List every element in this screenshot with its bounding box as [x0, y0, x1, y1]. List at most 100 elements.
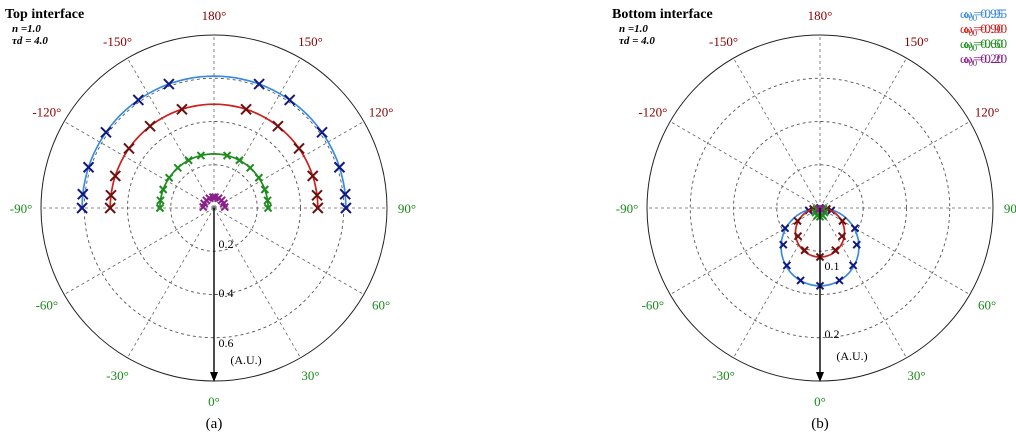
parameter-label: n =1.0 — [619, 23, 648, 35]
angle-label: 30° — [301, 368, 319, 383]
angle-label: 120° — [369, 105, 394, 120]
data-point — [339, 188, 351, 200]
data-point — [155, 203, 165, 213]
parameter-label: n =1.0 — [12, 23, 41, 35]
data-point — [260, 185, 270, 194]
data-point — [340, 202, 352, 214]
grid-spoke — [669, 121, 821, 209]
data-point — [312, 202, 324, 214]
data-point — [208, 193, 218, 202]
series-curve — [81, 75, 347, 209]
angle-label: -120° — [32, 105, 61, 120]
parameter-label: τd = 4.0 — [12, 35, 48, 47]
legend-entry: ω0=0.20 — [964, 51, 1007, 68]
data-point — [837, 231, 847, 241]
data-point — [158, 185, 168, 194]
data-point — [164, 173, 174, 182]
legend-entry: ω0=0.95 — [960, 6, 1003, 23]
series-omega-0.9 — [104, 103, 324, 214]
data-point — [848, 261, 858, 270]
angle-label: 90° — [398, 201, 416, 216]
grid-spoke — [733, 57, 821, 209]
angle-label: -90° — [10, 201, 33, 216]
data-point — [105, 189, 117, 202]
data-point — [109, 170, 121, 182]
data-point — [184, 156, 193, 165]
radial-tick-label: 0.4 — [219, 286, 234, 300]
grid-spoke — [819, 57, 907, 209]
angle-label: 150° — [298, 34, 323, 49]
data-point — [82, 161, 95, 173]
angle-label: 180° — [808, 8, 833, 23]
angle-label: -150° — [709, 34, 738, 49]
data-point — [263, 203, 273, 213]
data-point — [838, 216, 847, 226]
data-point — [104, 202, 116, 214]
grid-spoke — [213, 207, 365, 295]
data-point — [782, 261, 792, 270]
angle-label: -30° — [106, 368, 129, 383]
data-point — [77, 188, 89, 200]
angle-label: 30° — [907, 368, 925, 383]
grid-spoke — [63, 207, 215, 295]
panel-title: Top interface — [5, 7, 84, 22]
data-point — [235, 156, 244, 165]
angle-label: 0° — [208, 394, 220, 409]
data-point — [240, 103, 252, 115]
angle-label: 180° — [202, 8, 227, 23]
series-omega-0.9 — [793, 204, 847, 262]
data-point — [254, 173, 264, 182]
polar-panel-a: 180° 150° -150° 120° -120° 90° -90° 60° -60° 30° -… — [5, 6, 1003, 432]
data-point — [100, 126, 112, 139]
data-point — [253, 78, 265, 90]
legend-entry: ω0=0.95 — [964, 6, 1007, 23]
data-point — [311, 189, 323, 202]
grid-spoke — [213, 57, 301, 209]
data-point — [814, 204, 824, 214]
angle-label: -90° — [616, 201, 639, 216]
panel-title: Bottom interface — [612, 7, 713, 22]
grid-ring — [83, 77, 345, 339]
series-curve — [109, 103, 319, 209]
data-point — [196, 151, 206, 160]
data-point — [173, 163, 183, 173]
grid-spoke — [819, 121, 971, 209]
panel-caption: (a) — [206, 416, 223, 432]
data-point — [144, 120, 156, 132]
series-omega-0.95 — [76, 75, 352, 214]
data-point — [307, 170, 319, 182]
grid-spoke — [213, 121, 365, 209]
unit-label: (A.U.) — [230, 353, 261, 367]
data-point — [793, 231, 803, 241]
radial-tick-label: 0.1 — [825, 259, 840, 273]
data-point — [852, 240, 861, 249]
legend-entry: ω0=0.20 — [960, 51, 1003, 68]
data-point — [210, 193, 220, 202]
grid-spoke — [63, 121, 215, 209]
polar-panel-b: 180° 150° -150° 120° -120° 90° -90° 60° -60° 30° -… — [612, 6, 1016, 432]
data-point — [779, 240, 788, 249]
data-point — [293, 142, 305, 155]
data-point — [123, 142, 135, 155]
data-point — [263, 196, 272, 205]
angle-label: -150° — [103, 34, 132, 49]
data-point — [850, 223, 860, 233]
data-point — [793, 216, 802, 226]
angle-label: -60° — [642, 298, 665, 313]
data-point — [333, 161, 346, 173]
data-point — [222, 151, 232, 160]
grid-spoke — [213, 207, 301, 359]
data-point — [283, 94, 296, 106]
data-point — [272, 120, 284, 132]
radial-tick-label: 0.2 — [219, 237, 234, 251]
data-point — [816, 204, 826, 214]
grid-spoke — [127, 57, 215, 209]
legend-entry: ω0=0.90 — [964, 21, 1007, 38]
data-point — [163, 78, 175, 90]
angle-label: 120° — [975, 105, 1000, 120]
radial-tick-label: 0.2 — [825, 327, 840, 341]
grid-spoke — [127, 207, 215, 359]
parameter-label: τd = 4.0 — [619, 35, 655, 47]
data-point — [245, 163, 255, 173]
